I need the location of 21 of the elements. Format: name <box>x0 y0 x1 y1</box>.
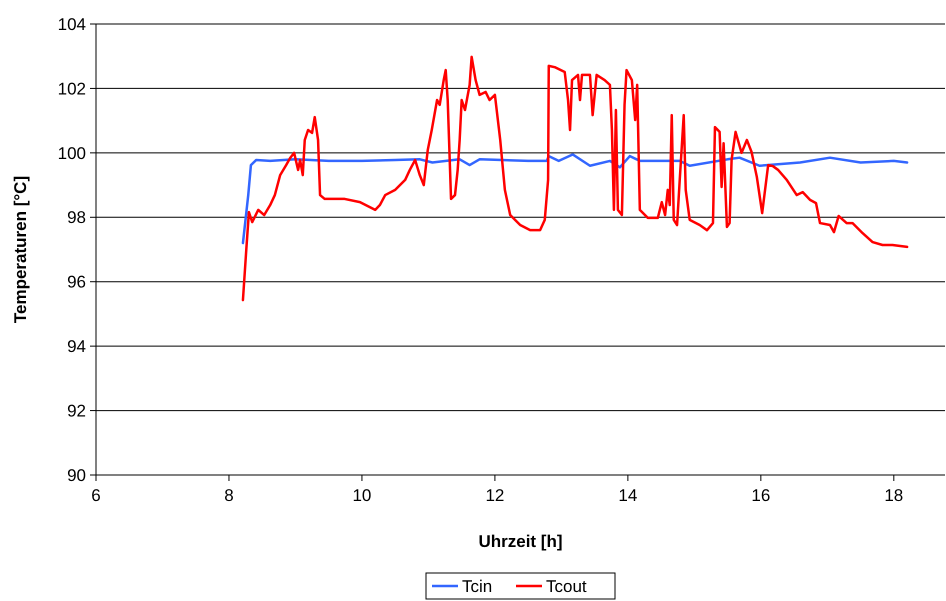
x-axis-title: Uhrzeit [h] <box>478 532 563 551</box>
line-series <box>242 153 908 244</box>
y-tick-label: 90 <box>67 466 86 485</box>
y-tick-label: 96 <box>67 272 86 292</box>
x-tick-label: 6 <box>91 486 101 505</box>
x-tick-label: 8 <box>224 486 234 505</box>
y-tick-label: 104 <box>58 14 86 34</box>
y-tick-label: 98 <box>67 208 86 228</box>
x-tick-label: 16 <box>751 486 770 505</box>
y-tick-label: 92 <box>67 402 86 421</box>
y-tick-label: 102 <box>58 79 86 98</box>
x-tick-label: 18 <box>884 486 904 505</box>
legend-label: Tcin <box>462 576 492 596</box>
y-axis-title: Temperaturen [°C] <box>11 176 30 324</box>
y-tick-label: 100 <box>58 144 86 163</box>
legend-label: Tcout <box>546 576 587 596</box>
line-series <box>242 56 908 302</box>
y-tick-label: 94 <box>67 337 86 356</box>
x-tick-label: 12 <box>485 486 504 505</box>
x-tick-label: 14 <box>618 486 638 505</box>
x-tick-label: 10 <box>352 486 372 505</box>
